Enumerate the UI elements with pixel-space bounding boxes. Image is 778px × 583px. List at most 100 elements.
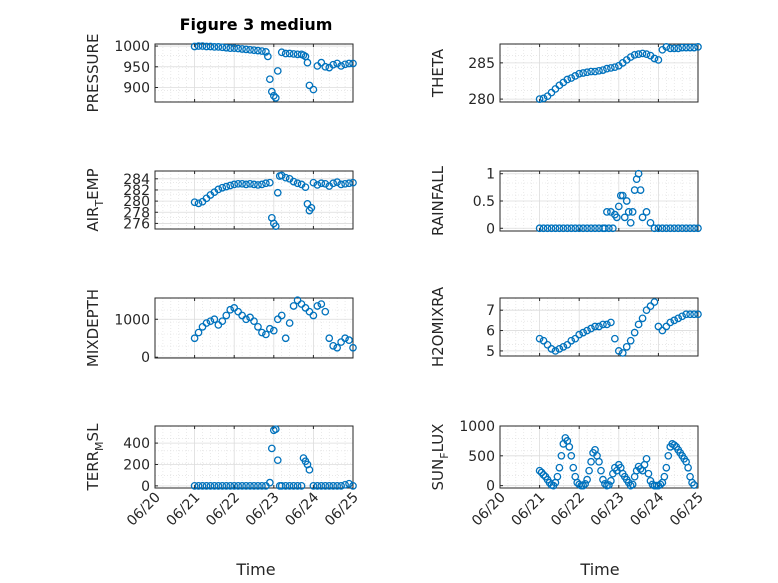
y-axis-label: MIXDEPTH bbox=[84, 289, 102, 367]
data-point bbox=[595, 322, 603, 331]
y-axis-label-main: RAINFALL bbox=[429, 165, 447, 236]
data-point bbox=[222, 43, 231, 52]
data-point bbox=[555, 345, 564, 353]
data-point bbox=[267, 444, 276, 453]
data-point bbox=[190, 198, 199, 207]
axes-box bbox=[154, 297, 354, 359]
data-point bbox=[575, 69, 584, 78]
data-point bbox=[684, 463, 692, 472]
y-tick-label: 284 bbox=[123, 172, 150, 188]
data-point bbox=[555, 463, 564, 472]
data-point bbox=[297, 300, 306, 308]
data-point bbox=[277, 311, 286, 320]
data-point bbox=[670, 316, 679, 325]
data-point bbox=[620, 213, 629, 222]
x-tick-label: 06/23 bbox=[243, 490, 283, 530]
data-point bbox=[349, 178, 357, 187]
x-axis-label-left: Time bbox=[235, 560, 275, 579]
data-point bbox=[636, 465, 645, 473]
data-point bbox=[674, 44, 683, 53]
data-point bbox=[583, 326, 591, 335]
data-point bbox=[654, 224, 663, 233]
data-point bbox=[622, 197, 631, 205]
y-tick-label: 276 bbox=[123, 216, 150, 232]
data-point bbox=[198, 323, 207, 331]
data-point bbox=[285, 49, 294, 58]
data-point bbox=[317, 482, 326, 490]
y-axis-label-main: AIR bbox=[84, 207, 102, 232]
data-point bbox=[591, 322, 599, 331]
data-point bbox=[535, 466, 544, 475]
data-point bbox=[269, 91, 278, 100]
data-point bbox=[333, 343, 342, 352]
data-point bbox=[317, 300, 326, 308]
data-point bbox=[242, 482, 250, 490]
axes-box bbox=[499, 425, 699, 489]
data-point bbox=[309, 178, 318, 187]
x-tick-label: 06/21 bbox=[164, 490, 204, 530]
data-point bbox=[202, 42, 211, 51]
data-point bbox=[285, 319, 294, 327]
data-point bbox=[553, 472, 562, 481]
data-point bbox=[612, 213, 621, 222]
data-point bbox=[238, 311, 246, 320]
data-point bbox=[309, 85, 318, 94]
data-point bbox=[638, 213, 647, 222]
data-point bbox=[194, 199, 203, 208]
data-point bbox=[206, 482, 215, 490]
data-point bbox=[662, 224, 671, 233]
data-point bbox=[686, 43, 694, 52]
data-point bbox=[194, 328, 203, 337]
data-point bbox=[628, 480, 637, 489]
data-point bbox=[337, 180, 345, 189]
data-point bbox=[325, 334, 334, 343]
data-point bbox=[686, 310, 694, 319]
data-point bbox=[535, 95, 544, 103]
x-tick-label: 06/20 bbox=[124, 490, 164, 530]
data-point bbox=[250, 317, 258, 326]
data-point bbox=[670, 44, 679, 53]
data-point bbox=[607, 318, 615, 327]
y-tick-label: 0.5 bbox=[473, 194, 495, 210]
data-point bbox=[670, 441, 679, 449]
data-point bbox=[626, 53, 635, 61]
figure-title: Figure 3 medium bbox=[180, 15, 333, 34]
data-point bbox=[254, 46, 262, 55]
data-point bbox=[309, 311, 318, 320]
data-point bbox=[234, 44, 243, 53]
data-point bbox=[626, 218, 635, 227]
x-tick-label: 06/25 bbox=[667, 490, 707, 530]
y-axis-label-rest: EMP bbox=[84, 168, 102, 199]
data-point bbox=[222, 311, 231, 320]
data-point bbox=[254, 482, 262, 490]
data-point bbox=[218, 317, 227, 326]
data-point bbox=[618, 191, 627, 200]
data-point bbox=[250, 482, 258, 490]
data-point bbox=[281, 482, 290, 490]
data-point bbox=[222, 482, 231, 490]
data-point bbox=[281, 173, 290, 182]
subplot-theta: 280 285 THETA bbox=[429, 43, 702, 108]
data-point bbox=[230, 44, 239, 52]
data-point bbox=[607, 64, 615, 72]
data-point bbox=[654, 56, 663, 64]
data-point bbox=[250, 46, 258, 55]
data-point bbox=[333, 178, 342, 187]
data-point bbox=[242, 180, 250, 189]
data-point bbox=[614, 202, 623, 211]
data-point bbox=[587, 457, 595, 466]
data-point bbox=[634, 169, 643, 178]
data-point bbox=[305, 81, 314, 90]
data-point bbox=[605, 481, 613, 489]
data-point bbox=[599, 66, 607, 74]
data-point bbox=[246, 45, 254, 54]
data-point bbox=[587, 224, 595, 233]
data-point bbox=[303, 200, 312, 208]
data-point bbox=[607, 476, 615, 485]
y-axis-label-rest: SL bbox=[84, 423, 102, 442]
y-axis-label: TERRMSL bbox=[84, 423, 106, 492]
data-point bbox=[341, 480, 349, 489]
data-point bbox=[660, 472, 669, 481]
data-point bbox=[265, 178, 274, 187]
